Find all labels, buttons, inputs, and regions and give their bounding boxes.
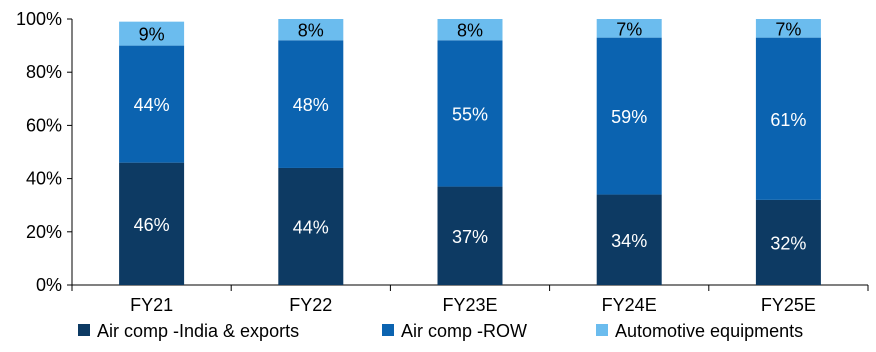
data-label: 48% bbox=[293, 95, 329, 115]
x-tick-label: FY23E bbox=[442, 295, 497, 315]
y-tick-label: 60% bbox=[26, 115, 62, 135]
x-tick-label: FY24E bbox=[602, 295, 657, 315]
y-tick-label: 80% bbox=[26, 62, 62, 82]
bar-segment bbox=[755, 19, 821, 38]
bar-segment bbox=[278, 167, 344, 285]
data-label: 8% bbox=[457, 21, 483, 41]
y-tick-label: 0% bbox=[36, 275, 62, 295]
bar-segment bbox=[437, 40, 503, 187]
legend-swatch bbox=[596, 324, 608, 336]
data-label: 9% bbox=[139, 25, 165, 45]
data-label: 61% bbox=[770, 110, 806, 130]
legend-swatch bbox=[382, 324, 394, 336]
data-label: 44% bbox=[134, 95, 170, 115]
x-tick-label: FY22 bbox=[289, 295, 332, 315]
data-label: 55% bbox=[452, 104, 488, 124]
y-tick-label: 100% bbox=[16, 9, 62, 29]
bar-segment bbox=[119, 162, 185, 285]
bar-segment bbox=[596, 194, 662, 285]
bars: 46% 44% 9% 44% 48% 8% 37% 55% 8% 34% 59% 7% 32% 61% 7% bbox=[119, 19, 821, 285]
x-axis: FY21 FY22 FY23E FY24E FY25E bbox=[71, 284, 869, 315]
y-tick-label: 40% bbox=[26, 169, 62, 189]
legend-swatch bbox=[78, 324, 90, 336]
bar-segment bbox=[437, 19, 503, 41]
y-axis: 0% 20% 40% 60% 80% 100% bbox=[16, 9, 73, 295]
x-tick-label: FY25E bbox=[761, 295, 816, 315]
data-label: 32% bbox=[770, 233, 806, 253]
x-tick-label: FY21 bbox=[130, 295, 173, 315]
legend-label: Air comp -India & exports bbox=[97, 321, 299, 341]
data-label: 8% bbox=[298, 21, 324, 41]
data-label: 37% bbox=[452, 227, 488, 247]
bar-segment bbox=[119, 21, 185, 46]
bar-segment bbox=[437, 186, 503, 285]
legend-label: Automotive equipments bbox=[615, 321, 803, 341]
data-label: 34% bbox=[611, 231, 647, 251]
bar-segment bbox=[278, 40, 344, 168]
data-label: 59% bbox=[611, 107, 647, 127]
legend: Air comp -India & exports Air comp -ROW Au… bbox=[78, 321, 803, 341]
data-label: 46% bbox=[134, 215, 170, 235]
bar-segment bbox=[119, 45, 185, 163]
bar-segment bbox=[755, 199, 821, 285]
data-label: 7% bbox=[775, 19, 801, 39]
bar-segment bbox=[278, 19, 344, 41]
bar-segment bbox=[596, 37, 662, 195]
legend-label: Air comp -ROW bbox=[401, 321, 527, 341]
bar-segment bbox=[596, 19, 662, 38]
data-label: 7% bbox=[616, 19, 642, 39]
y-tick-label: 20% bbox=[26, 222, 62, 242]
bar-segment bbox=[755, 37, 821, 200]
data-label: 44% bbox=[293, 217, 329, 237]
